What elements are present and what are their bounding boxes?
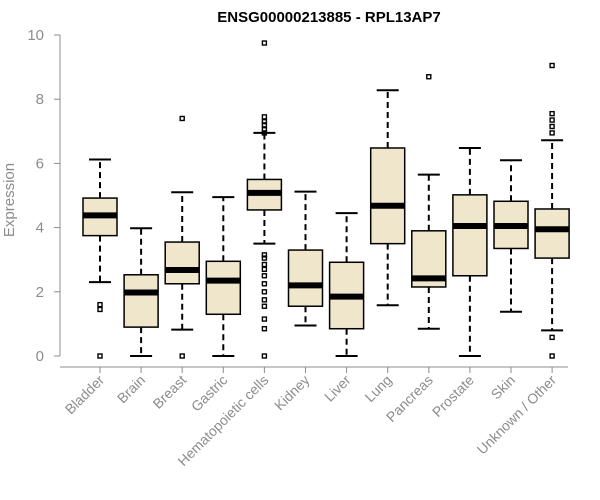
iqr-box	[452, 194, 488, 277]
x-tick-label: Bladder	[62, 372, 108, 418]
iqr-box	[534, 208, 570, 259]
outlier-point	[261, 353, 268, 359]
outlier-point	[261, 255, 268, 261]
x-tick-label: Prostate	[429, 372, 477, 420]
iqr-box	[287, 249, 324, 307]
x-tick-label: Breast	[149, 372, 189, 412]
x-tick-label: Brain	[114, 372, 148, 406]
outlier-point	[97, 353, 103, 359]
outlier-point	[261, 126, 268, 133]
outlier-point	[261, 40, 268, 46]
iqr-box	[164, 241, 200, 285]
y-tick-label: 0	[36, 348, 44, 365]
iqr-box	[205, 260, 242, 316]
y-axis-label: Expression	[1, 163, 18, 237]
outlier-point	[261, 261, 268, 268]
outlier-point	[97, 306, 103, 313]
box-group	[411, 74, 447, 330]
outlier-point	[179, 115, 185, 122]
box-group	[369, 89, 406, 307]
outlier-point	[426, 74, 432, 80]
outlier-point	[261, 303, 268, 309]
x-tick-label: Kidney	[271, 372, 313, 414]
y-tick-label: 10	[27, 27, 44, 44]
box-group	[123, 227, 159, 357]
box-group	[246, 40, 283, 359]
box-group	[328, 212, 365, 357]
outlier-point	[261, 326, 268, 332]
outlier-point	[549, 130, 555, 136]
outlier-point	[261, 122, 268, 128]
y-tick-label: 8	[36, 91, 44, 108]
x-tick-label: Liver	[321, 372, 354, 405]
box-group	[287, 190, 324, 327]
outlier-point	[549, 334, 555, 341]
box-group	[534, 62, 570, 359]
iqr-box	[123, 274, 159, 328]
boxes	[82, 40, 570, 359]
outlier-point	[549, 353, 555, 359]
outlier-point	[549, 110, 555, 117]
outlier-point	[261, 297, 268, 303]
box-group	[82, 158, 118, 359]
outlier-point	[261, 114, 268, 120]
chart-title: ENSG00000213885 - RPL13AP7	[217, 9, 440, 26]
axes: 0 2 4 6 8 10	[27, 27, 568, 368]
outlier-point	[549, 123, 555, 130]
outlier-point	[261, 252, 268, 258]
outlier-point	[549, 62, 555, 69]
outlier-point	[261, 316, 268, 322]
iqr-box	[369, 147, 406, 245]
outlier-point	[179, 353, 185, 359]
box-group	[205, 196, 242, 357]
outlier-point	[97, 301, 103, 308]
outlier-point	[549, 117, 555, 123]
outlier-point	[261, 118, 268, 125]
outlier-point	[261, 289, 268, 295]
x-tick-label: Lung	[361, 372, 394, 405]
box-group	[452, 146, 488, 357]
y-tick-label: 6	[36, 155, 44, 172]
box-group	[164, 115, 200, 359]
box-group	[493, 159, 529, 313]
x-tick-label: Skin	[488, 372, 519, 403]
y-tick-label: 2	[36, 284, 44, 301]
outlier-point	[261, 266, 268, 273]
outlier-point	[261, 281, 268, 287]
outlier-point	[261, 273, 268, 279]
y-tick-label: 4	[36, 220, 44, 237]
outlier-point	[261, 130, 268, 136]
